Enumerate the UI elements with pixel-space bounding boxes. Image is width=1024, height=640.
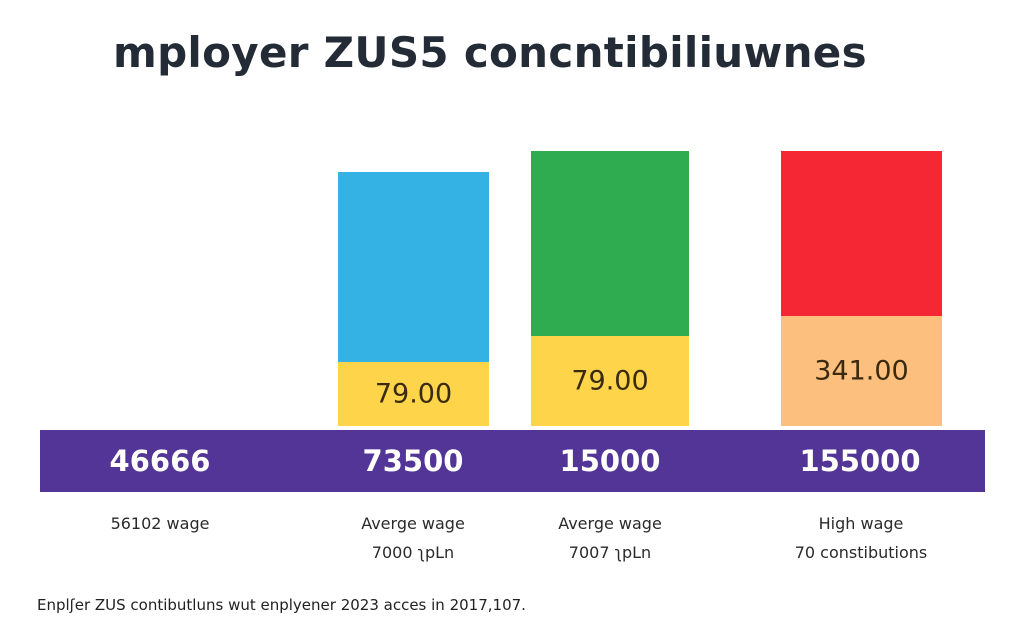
footnote: Enplʃer ZUS contibutluns wut enplyener 2… xyxy=(37,596,526,614)
band-value-1: 46666 xyxy=(109,444,211,478)
bar-4-top-segment xyxy=(781,151,942,316)
band-value-2: 73500 xyxy=(362,444,464,478)
bar-3-top-segment xyxy=(531,151,689,336)
chart-title: mployer ZUS5 concntibiliuwnes xyxy=(113,28,867,77)
bar-2-bottom-segment: 79.00 xyxy=(338,362,489,426)
band-value-4: 155000 xyxy=(799,444,921,478)
category-label-4: High wage 70 constibutions xyxy=(794,514,928,562)
category-label-1: 56102 wage xyxy=(110,514,210,533)
bar-3-bottom-segment: 79.00 xyxy=(531,336,689,426)
value-band: 46666 73500 15000 155000 xyxy=(40,430,985,492)
bar-2-value: 79.00 xyxy=(374,378,453,410)
bar-4-value: 341.00 xyxy=(814,355,909,387)
bar-3-value: 79.00 xyxy=(571,365,649,397)
bar-4-bottom-segment: 341.00 xyxy=(781,316,942,426)
band-value-3: 15000 xyxy=(559,444,661,478)
bar-2-top-segment xyxy=(338,172,489,362)
category-label-3: Averge wage 7007 ʅpLn xyxy=(558,514,662,562)
category-label-2: Averge wage 7000 ʅpLn xyxy=(361,514,465,562)
